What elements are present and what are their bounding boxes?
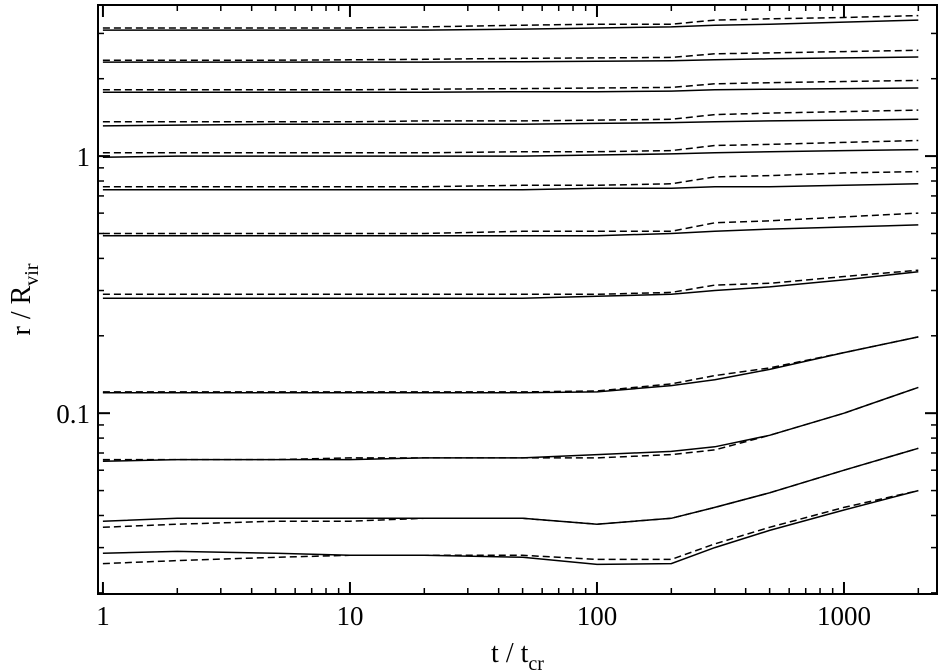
series-line (102, 336, 919, 394)
series-line (102, 269, 919, 296)
series-line (102, 386, 919, 461)
series-line (102, 224, 919, 237)
x-axis-label: t / tcr (491, 638, 544, 672)
series-line (102, 109, 919, 123)
y-axis-label: r / Rvir (6, 263, 43, 335)
series-line (102, 270, 919, 299)
x-tick-label: 10 (336, 601, 363, 631)
series-line (102, 56, 919, 63)
series-line (102, 386, 919, 463)
series-line (102, 489, 919, 566)
x-tick-label: 1000 (817, 601, 871, 631)
series-line (102, 14, 919, 29)
y-axis-label-main: r / R (6, 285, 37, 335)
series-line (102, 118, 919, 127)
x-axis-label-main: t / t (491, 638, 529, 669)
plot-frame (97, 4, 938, 595)
series-line (102, 170, 919, 188)
series-line (102, 336, 919, 393)
series-line (102, 212, 919, 235)
x-axis-label-sub: cr (528, 653, 544, 672)
series-line (102, 183, 919, 191)
y-tick-label: 0.1 (56, 399, 90, 429)
series-line (102, 79, 919, 91)
series-line (102, 447, 919, 529)
y-axis-label-sub: vir (21, 263, 43, 286)
x-tick-label: 1 (96, 601, 110, 631)
x-tick-label: 100 (577, 601, 618, 631)
series-line (102, 87, 919, 94)
series-line (102, 19, 919, 31)
series-line (102, 148, 919, 158)
series-line (102, 139, 919, 154)
series-line (102, 489, 919, 565)
y-tick-label: 1 (77, 142, 91, 172)
series-line (102, 49, 919, 61)
